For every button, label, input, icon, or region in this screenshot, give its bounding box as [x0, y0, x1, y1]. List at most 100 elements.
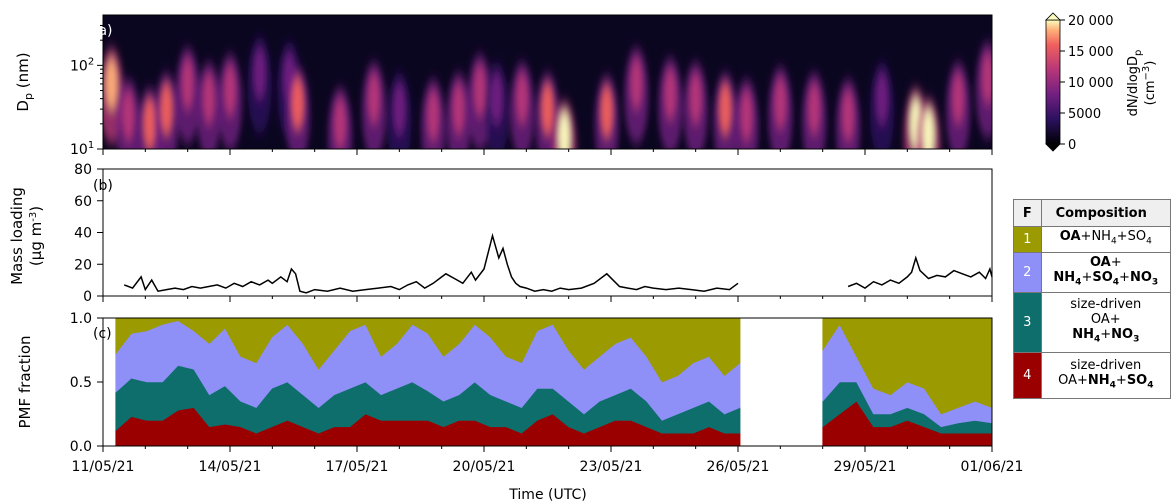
colorbar-min-extend [1045, 143, 1061, 152]
panel-a-tag: (a) [93, 23, 113, 39]
heatmap-event-core [490, 72, 503, 125]
mass-loading-line [123, 232, 739, 294]
panel-a-ylabel-unit: (nm) [14, 52, 32, 93]
c-y-tick-label: 0.5 [70, 375, 92, 391]
x-tick-label: 20/05/21 [453, 459, 516, 475]
colorbar-tick-label: 20 000 [1068, 14, 1114, 29]
panel-a-frame [102, 14, 993, 150]
panel-b-y-ticks: 0 20 40 60 80 [74, 162, 103, 305]
colorbar-ticks: 20 000 15 000 10 000 5000 0 [1060, 14, 1114, 153]
legend-factor-number: 2 [1013, 252, 1042, 293]
colorbar-gradient [1045, 19, 1061, 145]
panel-c-y-ticks: 0.0 0.5 1.0 [70, 311, 103, 455]
c-y-tick-label: 0.0 [70, 439, 92, 455]
pmf-factor-1-area [115, 318, 741, 383]
a-y-tick-exp: 1 [88, 140, 94, 151]
colorbar-label-main: dN/dlogD [1126, 56, 1141, 116]
x-axis-label: Time (UTC) [508, 487, 586, 503]
legend-factor-number: 3 [1013, 292, 1042, 353]
panel-a-ylabel-sub: p [22, 93, 35, 100]
heatmap-event-core [689, 72, 702, 125]
legend-factor-number: 1 [1013, 226, 1042, 253]
heatmap-event-core [664, 68, 677, 121]
x-tick-label: 11/05/21 [72, 459, 135, 475]
panel-c: (c) 0.0 0.5 1.0 PMF fraction [16, 311, 993, 455]
heatmap-event-core [875, 72, 888, 125]
colorbar-unit-exp: −3 [1141, 66, 1152, 81]
heatmap-event-core [291, 77, 304, 130]
legend-composition: OA+NH4+SO4 [1040, 226, 1171, 253]
panel-b-ylabel-close: ) [27, 206, 45, 212]
panel-a-ylabel: Dp (nm) [14, 52, 35, 111]
x-tick-label: 14/05/21 [199, 459, 262, 475]
pmf-stacked-areas [115, 318, 992, 446]
colorbar-tick-label: 5000 [1068, 107, 1101, 122]
x-axis-ticks: 11/05/21 14/05/21 17/05/21 20/05/21 23/05/21… [72, 149, 1024, 475]
panel-b-ylabel-line2: (µg m-3) [27, 206, 45, 266]
composition-line: OA+ [1090, 312, 1121, 328]
c-y-tick-label: 1.0 [70, 311, 92, 327]
legend-row-4: 4 size-driven OA+NH4+SO4 [1013, 352, 1171, 399]
b-y-tick-label: 60 [74, 194, 92, 210]
a-y-tick-base: 10 [70, 58, 88, 74]
composition-line: OA+ [1089, 254, 1122, 270]
a-y-tick-exp: 2 [88, 56, 94, 67]
composition-line: NH4+SO4+NO3 [1053, 269, 1159, 288]
heatmap-event-core [181, 57, 194, 110]
b-y-tick-label: 40 [74, 226, 92, 242]
panel-a-ylabel-main: D [14, 100, 32, 112]
heatmap-event-core [558, 110, 571, 149]
heatmap-event-core [842, 89, 855, 142]
heatmap-event-core [740, 89, 753, 142]
composition-line: size-driven [1070, 357, 1142, 373]
heatmap-event-core [253, 47, 266, 100]
legend-header-composition: Composition [1040, 199, 1171, 227]
colorbar-tick-label: 10 000 [1068, 76, 1114, 91]
heatmap-event-core [516, 72, 529, 125]
panel-c-tag: (c) [93, 326, 112, 342]
legend-row-3: 3 size-driven OA+ NH4+NO3 [1013, 292, 1171, 353]
legend-row-2: 2 OA+ NH4+SO4+NO3 [1013, 252, 1171, 293]
heatmap-event-core [600, 85, 613, 138]
x-tick-label: 01/06/21 [961, 459, 1024, 475]
panel-b-frame [102, 168, 993, 297]
b-y-tick-label: 20 [74, 257, 92, 273]
heatmap-event-core [452, 83, 465, 136]
b-y-tick-label: 80 [74, 162, 92, 178]
heatmap-event-core [719, 83, 732, 136]
colorbar-tick-label: 15 000 [1068, 45, 1114, 60]
composition-line: OA+NH4+SO4 [1059, 229, 1152, 247]
colorbar: 20 000 15 000 10 000 5000 0 dN/dlogDp (cm−3) [1045, 12, 1158, 153]
composition-line: size-driven [1070, 297, 1142, 313]
heatmap-event-core [981, 52, 992, 105]
b-y-tick-label: 0 [83, 289, 92, 305]
legend-factor-number: 4 [1013, 352, 1042, 399]
heatmap-event-core [224, 64, 236, 117]
heatmap-event-core [952, 72, 965, 125]
heatmap-event-core [202, 72, 215, 125]
panel-b: (b) 0 20 40 60 80 Mass loading (µg m-3) [8, 162, 993, 305]
panel-b-ylabel-line1: Mass loading [8, 187, 26, 285]
heatmap-event-core [105, 57, 118, 110]
colorbar-tick-label: 0 [1068, 138, 1076, 153]
x-tick-label: 26/05/21 [707, 459, 770, 475]
colorbar-max-extend [1045, 12, 1061, 21]
colorbar-unit-open: (cm [1143, 80, 1158, 105]
colorbar-label: dN/dlogDp [1126, 50, 1144, 117]
panel-b-tag: (b) [93, 178, 113, 194]
legend-composition: size-driven OA+NH4+SO4 [1040, 352, 1171, 399]
mass-loading-line [847, 255, 993, 289]
a-y-tick-base: 10 [70, 142, 88, 158]
a-y-tick-label: 102 [70, 56, 94, 74]
mass-loading-series [123, 232, 993, 294]
x-tick-label: 23/05/21 [580, 459, 643, 475]
panel-c-ylabel: PMF fraction [16, 335, 34, 428]
heatmap-event-core [630, 57, 643, 110]
heatmap-event-core [473, 64, 486, 117]
heatmap-event-core [160, 83, 173, 136]
heatmap-event-core [541, 83, 554, 136]
composition-line: NH4+NO3 [1072, 327, 1140, 345]
